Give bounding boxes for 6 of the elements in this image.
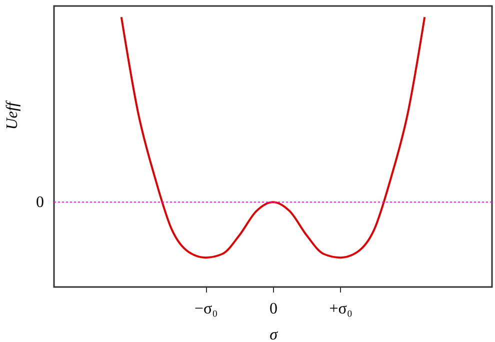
x-tick-label: −σ₀ xyxy=(194,300,218,318)
x-axis-title: σ xyxy=(270,326,279,342)
y-axis-title: Ueff xyxy=(4,100,21,130)
x-tick-label: 0 xyxy=(270,300,278,318)
x-tick-label: +σ₀ xyxy=(329,300,352,318)
ref-line-label: 0 xyxy=(36,194,44,212)
